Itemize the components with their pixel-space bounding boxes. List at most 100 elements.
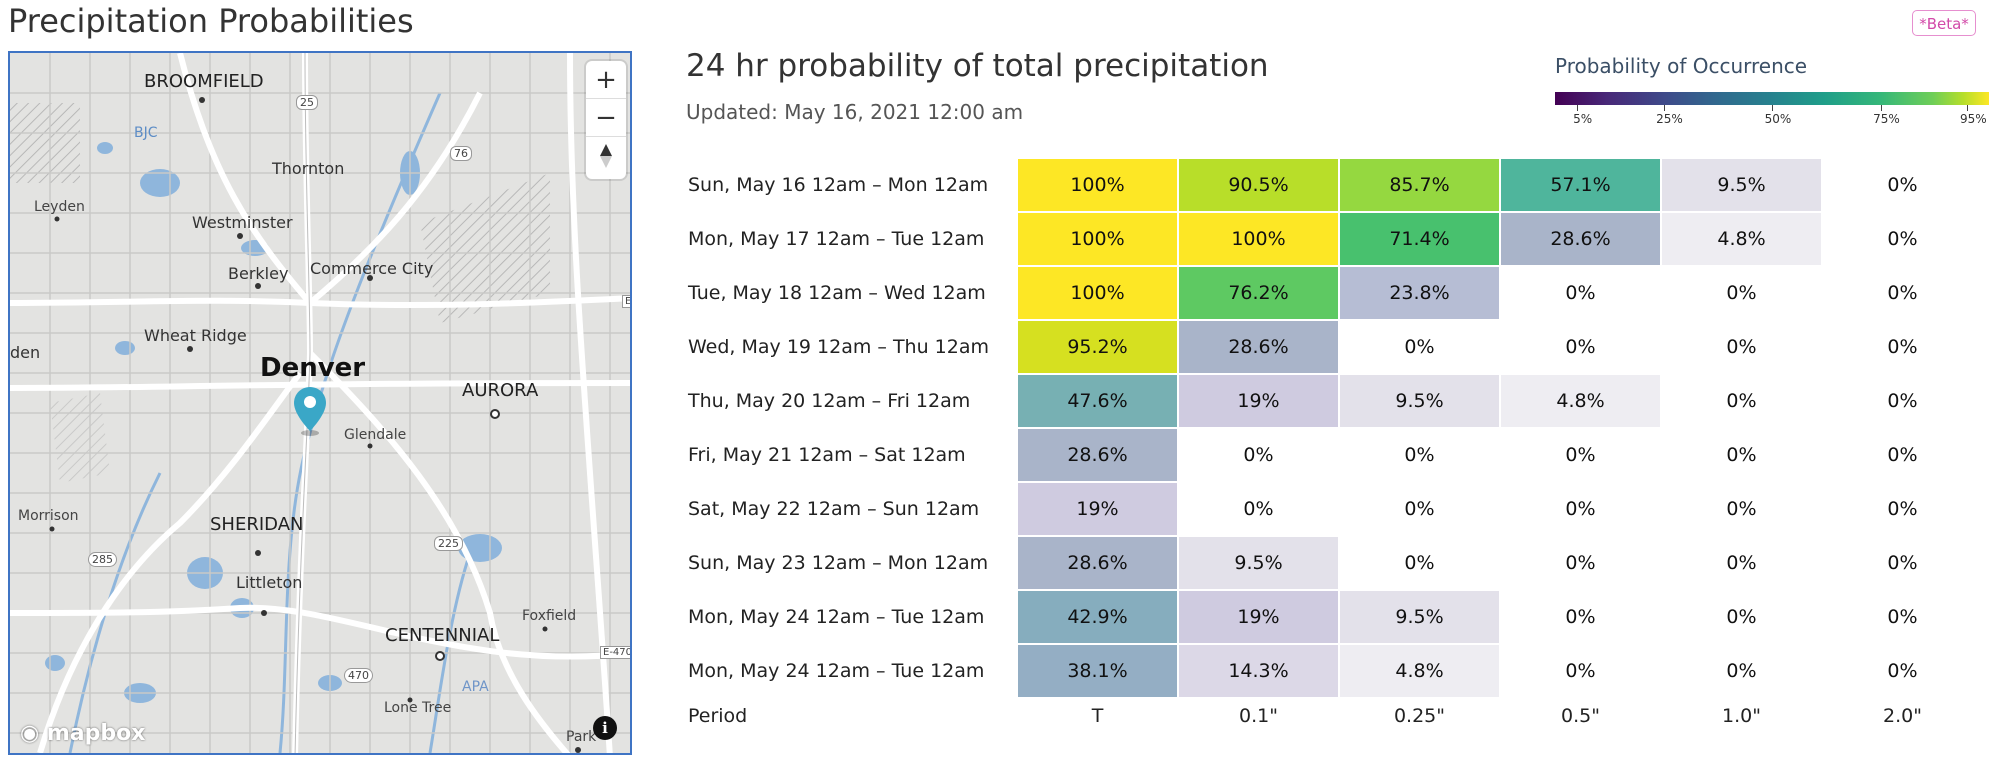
probability-cell: 0% (1660, 535, 1823, 591)
threshold-label: T (1016, 697, 1179, 735)
legend-title: Probability of Occurrence (1555, 54, 1808, 78)
footer-period-label: Period (684, 697, 1018, 735)
probability-cell: 0% (1499, 427, 1662, 483)
threshold-label: 2.0" (1821, 697, 1984, 735)
location-marker-icon[interactable] (292, 385, 328, 441)
info-icon[interactable]: i (593, 716, 617, 740)
probability-cell: 0% (1660, 265, 1823, 321)
map[interactable]: 25 76 225 285 470 BROOMFIELD BJC Thornto… (8, 51, 632, 755)
period-label: Mon, May 24 12am – Tue 12am (684, 643, 1018, 699)
map-label-broomfield: BROOMFIELD (144, 71, 264, 92)
probability-cell: 100% (1016, 211, 1179, 267)
probability-cell: 100% (1177, 211, 1340, 267)
map-roads (10, 53, 630, 753)
probability-cell: 47.6% (1016, 373, 1179, 429)
probability-cell: 0% (1821, 157, 1984, 213)
legend-tick (1880, 105, 1882, 111)
zoom-out-button[interactable]: − (586, 99, 626, 137)
probability-cell: 4.8% (1660, 211, 1823, 267)
probability-cell: 19% (1016, 481, 1179, 537)
legend-tick-label: 25% (1656, 112, 1683, 126)
probability-cell: 9.5% (1660, 157, 1823, 213)
probability-cell: 90.5% (1177, 157, 1340, 213)
probability-cell: 0% (1821, 427, 1984, 483)
probability-cell: 19% (1177, 589, 1340, 645)
table-row: Thu, May 20 12am – Fri 12am 47.6% 19% 9.5% 4… (684, 373, 1984, 429)
table-row: Sat, May 22 12am – Sun 12am 19% 0% 0% 0% 0% 0% (684, 481, 1984, 537)
period-label: Fri, May 21 12am – Sat 12am (684, 427, 1018, 483)
zoom-in-button[interactable]: + (586, 61, 626, 99)
map-label-glendale: Glendale (344, 427, 407, 443)
map-label-den: den (10, 343, 41, 362)
mapbox-logo[interactable]: ◉ mapbox (20, 721, 145, 746)
map-label-westminster: Westminster (192, 213, 293, 232)
probability-cell: 9.5% (1177, 535, 1340, 591)
probability-cell: 0% (1821, 373, 1984, 429)
probability-cell: 19% (1177, 373, 1340, 429)
probability-cell: 0% (1660, 427, 1823, 483)
probability-cell: 0% (1660, 319, 1823, 375)
table-row: Fri, May 21 12am – Sat 12am 28.6% 0% 0% 0% 0%… (684, 427, 1984, 483)
probability-cell: 0% (1177, 481, 1340, 537)
period-label: Sun, May 23 12am – Mon 12am (684, 535, 1018, 591)
map-zoom-control: + − (586, 61, 626, 179)
beta-badge: *Beta* (1912, 10, 1976, 36)
map-label-leyden: Leyden (34, 199, 85, 215)
page-title: Precipitation Probabilities (8, 2, 414, 40)
probability-cell: 0% (1177, 427, 1340, 483)
compass-button[interactable] (586, 137, 626, 175)
probability-cell: 0% (1499, 589, 1662, 645)
threshold-label: 0.5" (1499, 697, 1662, 735)
threshold-label: 0.25" (1338, 697, 1501, 735)
shield-i76: 76 (450, 146, 472, 161)
probability-cell: 4.8% (1499, 373, 1662, 429)
probability-cell: 9.5% (1338, 373, 1501, 429)
period-label: Thu, May 20 12am – Fri 12am (684, 373, 1018, 429)
probability-cell: 0% (1660, 643, 1823, 699)
table-row: Sun, May 23 12am – Mon 12am 28.6% 9.5% 0% 0%… (684, 535, 1984, 591)
panel-title: 24 hr probability of total precipitation (686, 48, 1269, 84)
probability-cell: 85.7% (1338, 157, 1501, 213)
probability-cell: 14.3% (1177, 643, 1340, 699)
table-row: Mon, May 17 12am – Tue 12am 100% 100% 71.4%… (684, 211, 1984, 267)
period-label: Tue, May 18 12am – Wed 12am (684, 265, 1018, 321)
threshold-label: 1.0" (1660, 697, 1823, 735)
map-label-morrison: Morrison (18, 508, 79, 524)
probability-cell: 0% (1338, 535, 1501, 591)
probability-cell: 9.5% (1338, 589, 1501, 645)
legend-color-bar (1555, 92, 1989, 105)
legend-tick-label: 5% (1573, 112, 1593, 126)
probability-cell: 0% (1821, 319, 1984, 375)
legend-tick (1576, 105, 1578, 111)
legend-tick-label: 75% (1873, 112, 1900, 126)
map-label-lone-tree: Lone Tree (384, 700, 452, 716)
legend-tick-label: 50% (1764, 112, 1792, 126)
legend-tick-label: 95% (1959, 112, 1987, 126)
probability-cell: 38.1% (1016, 643, 1179, 699)
table-row: Wed, May 19 12am – Thu 12am 95.2% 28.6% 0% 0… (684, 319, 1984, 375)
table-row: Mon, May 24 12am – Tue 12am 42.9% 19% 9.5% 0… (684, 589, 1984, 645)
probability-cell: 100% (1016, 157, 1179, 213)
legend-tick (1663, 105, 1665, 111)
probability-cell: 95.2% (1016, 319, 1179, 375)
probability-cell: 0% (1499, 481, 1662, 537)
probability-cell: 28.6% (1016, 535, 1179, 591)
probability-cell: 100% (1016, 265, 1179, 321)
map-label-apa: APA (462, 679, 489, 695)
probability-cell: 57.1% (1499, 157, 1662, 213)
probability-cell: 0% (1499, 643, 1662, 699)
map-label-commerce-city: Commerce City (310, 259, 434, 278)
period-label: Sun, May 16 12am – Mon 12am (684, 157, 1018, 213)
probability-cell: 28.6% (1177, 319, 1340, 375)
period-label: Mon, May 24 12am – Tue 12am (684, 589, 1018, 645)
table-footer-row: Period T 0.1" 0.25" 0.5" 1.0" 2.0" (684, 697, 1984, 735)
probability-cell: 28.6% (1499, 211, 1662, 267)
period-label: Sat, May 22 12am – Sun 12am (684, 481, 1018, 537)
probability-cell: 0% (1660, 589, 1823, 645)
map-label-e: E (622, 295, 630, 308)
probability-cell: 0% (1499, 265, 1662, 321)
updated-timestamp: Updated: May 16, 2021 12:00 am (686, 100, 1024, 124)
shield-us285: 285 (88, 552, 117, 567)
probability-cell: 0% (1821, 481, 1984, 537)
map-label-littleton: Littleton (236, 573, 303, 592)
